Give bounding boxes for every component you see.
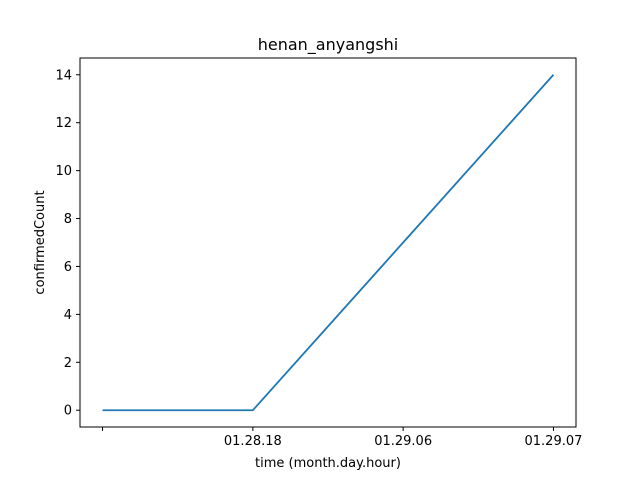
- series-line: [102, 74, 555, 412]
- x-axis: 01.28.18 01.29.06 01.29.07: [102, 427, 583, 449]
- y-tick-label: 12: [55, 116, 72, 131]
- x-tick-label: 01.29.06: [374, 434, 432, 449]
- chart-title: henan_anyangshi: [258, 35, 399, 55]
- y-tick-label: 10: [55, 164, 72, 179]
- y-tick-label: 14: [55, 68, 72, 83]
- y-axis-label: confirmedCount: [33, 190, 48, 294]
- y-tick-label: 6: [64, 260, 72, 275]
- y-tick-label: 2: [64, 356, 72, 371]
- x-tick-label: 01.28.18: [224, 434, 282, 449]
- y-tick-label: 0: [64, 404, 72, 419]
- axes-frame: [79, 57, 577, 428]
- plot-area: [102, 74, 555, 412]
- x-tick-label: 01.29.07: [525, 434, 583, 449]
- y-axis: 0 2 4 6 8 10 12 14: [55, 68, 80, 419]
- y-tick-label: 4: [64, 308, 72, 323]
- x-axis-label: time (month.day.hour): [255, 456, 401, 471]
- y-tick-label: 8: [64, 212, 72, 227]
